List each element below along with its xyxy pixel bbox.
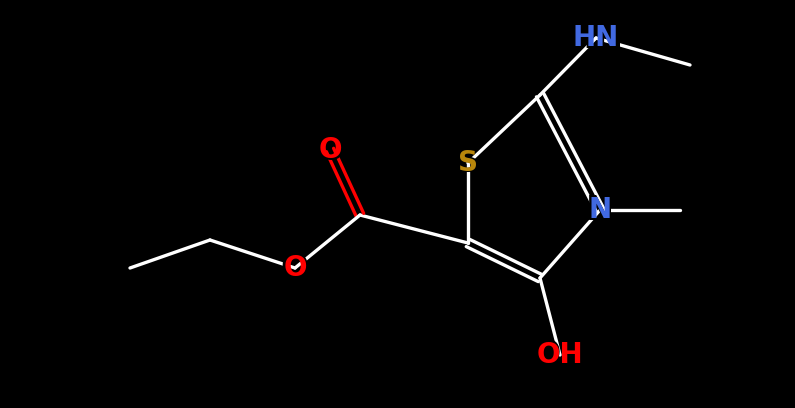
Text: N: N bbox=[586, 193, 614, 226]
Text: OH: OH bbox=[537, 341, 584, 369]
Text: O: O bbox=[316, 133, 344, 166]
Text: HN: HN bbox=[573, 24, 619, 52]
Text: O: O bbox=[318, 136, 342, 164]
Text: OH: OH bbox=[532, 339, 588, 372]
Text: S: S bbox=[458, 149, 478, 177]
Text: O: O bbox=[283, 254, 307, 282]
Text: HN: HN bbox=[568, 22, 624, 55]
Text: N: N bbox=[588, 196, 611, 224]
Text: S: S bbox=[456, 146, 480, 180]
Text: O: O bbox=[281, 251, 309, 284]
